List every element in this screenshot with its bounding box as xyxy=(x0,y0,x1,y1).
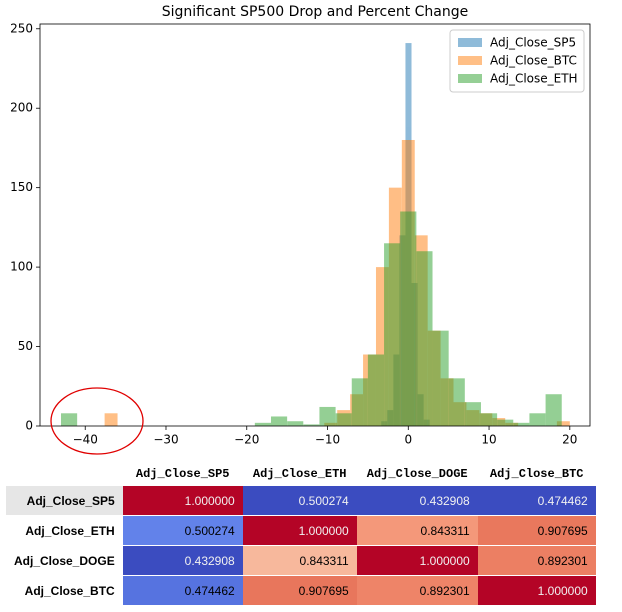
corner-cell xyxy=(6,462,123,486)
hist-bar xyxy=(480,413,498,426)
x-tick-label: 0 xyxy=(404,433,412,447)
hist-bar xyxy=(254,422,271,426)
hist-bar xyxy=(416,251,433,426)
legend-swatch xyxy=(458,38,482,47)
table-row: Adj_Close_SP5 1.000000 0.500274 0.432908 0.4… xyxy=(6,486,596,516)
table-row: Adj_Close_DOGE 0.432908 0.843311 1.000000 0.… xyxy=(6,545,596,576)
legend-swatch xyxy=(458,56,482,65)
column-header: Adj_Close_BTC xyxy=(489,467,584,481)
x-tick-label: 10 xyxy=(481,433,496,447)
table-cell: 0.843311 xyxy=(242,545,357,576)
x-tick-label: 20 xyxy=(562,433,577,447)
hist-bar xyxy=(319,406,336,426)
correlation-table: Adj_Close_SP5 Adj_Close_ETH Adj_Close_DOGE… xyxy=(6,462,596,606)
table-row: Adj_Close_BTC 0.474462 0.907695 0.892301 1.0… xyxy=(6,575,596,606)
hist-bar xyxy=(384,243,401,426)
row-header: Adj_Close_ETH xyxy=(6,515,123,546)
table-cell: 0.907695 xyxy=(242,575,357,606)
hist-bar xyxy=(367,354,385,426)
hist-bar xyxy=(335,413,352,426)
hist-bar xyxy=(556,421,570,426)
hist-bar xyxy=(513,422,530,426)
table-cell: 0.432908 xyxy=(122,545,243,576)
column-header: Adj_Close_DOGE xyxy=(366,467,468,481)
hist-bar xyxy=(545,394,562,426)
hist-bar xyxy=(464,402,481,426)
y-tick-label: 200 xyxy=(10,101,33,115)
x-tick-label: −10 xyxy=(315,433,340,447)
row-header: Adj_Close_DOGE xyxy=(6,545,123,576)
table-cell: 1.000000 xyxy=(356,545,478,576)
y-tick-label: 100 xyxy=(10,260,33,274)
legend-label: Adj_Close_SP5 xyxy=(490,36,576,50)
table-cell: 0.500274 xyxy=(242,486,357,516)
hist-bar xyxy=(529,413,546,426)
table-cell: 0.892301 xyxy=(356,575,478,606)
table-cell: 0.907695 xyxy=(477,515,596,546)
hist-bar xyxy=(303,424,320,426)
row-header: Adj_Close_SP5 xyxy=(6,486,123,516)
y-tick-label: 50 xyxy=(18,339,33,353)
x-tick-label: −20 xyxy=(234,433,259,447)
column-header: Adj_Close_ETH xyxy=(252,467,347,481)
legend-label: Adj_Close_BTC xyxy=(490,54,577,68)
row-header: Adj_Close_BTC xyxy=(6,575,123,606)
hist-bar xyxy=(448,378,465,426)
hist-bar xyxy=(287,421,304,426)
legend-label: Adj_Close_ETH xyxy=(490,72,578,86)
column-header: Adj_Close_SP5 xyxy=(135,467,230,481)
hist-bar xyxy=(104,413,118,426)
axes-frame xyxy=(39,23,591,427)
y-tick-label: 250 xyxy=(10,21,33,35)
table-cell: 0.843311 xyxy=(356,515,478,546)
chart-title: Significant SP500 Drop and Percent Chang… xyxy=(162,4,468,20)
histogram-series xyxy=(60,211,562,426)
table-cell: 1.000000 xyxy=(477,575,596,606)
table-cell: 1.000000 xyxy=(242,515,357,546)
hist-bar xyxy=(270,416,288,426)
hist-bar xyxy=(60,413,78,426)
table-row: Adj_Close_ETH 0.500274 1.000000 0.843311 0.9… xyxy=(6,515,596,546)
y-tick-label: 150 xyxy=(10,180,33,194)
legend-swatch xyxy=(458,74,482,83)
table-cell: 1.000000 xyxy=(122,486,243,516)
x-tick-label: −40 xyxy=(73,433,98,447)
table-cell: 0.474462 xyxy=(122,575,243,606)
legend-frame xyxy=(449,29,585,93)
y-tick-label: 0 xyxy=(25,419,33,433)
legend: Adj_Close_SP5 Adj_Close_BTC Adj_Close_ETH xyxy=(449,29,585,93)
table-cell: 0.500274 xyxy=(122,515,243,546)
hist-bar xyxy=(351,378,368,426)
hist-bar xyxy=(432,330,449,426)
hist-bar xyxy=(497,419,514,426)
x-tick-label: −30 xyxy=(153,433,178,447)
table-cell: 0.892301 xyxy=(477,545,596,576)
plot-area xyxy=(60,43,570,426)
table-cell: 0.474462 xyxy=(477,486,596,516)
hist-bar xyxy=(400,211,417,426)
header-row: Adj_Close_SP5 Adj_Close_ETH Adj_Close_DOGE… xyxy=(6,462,596,486)
highlight-ellipse xyxy=(50,387,144,455)
chart: Significant SP500 Drop and Percent Chang… xyxy=(10,4,591,455)
table-cell: 0.432908 xyxy=(356,486,478,516)
histogram-series xyxy=(104,139,570,426)
